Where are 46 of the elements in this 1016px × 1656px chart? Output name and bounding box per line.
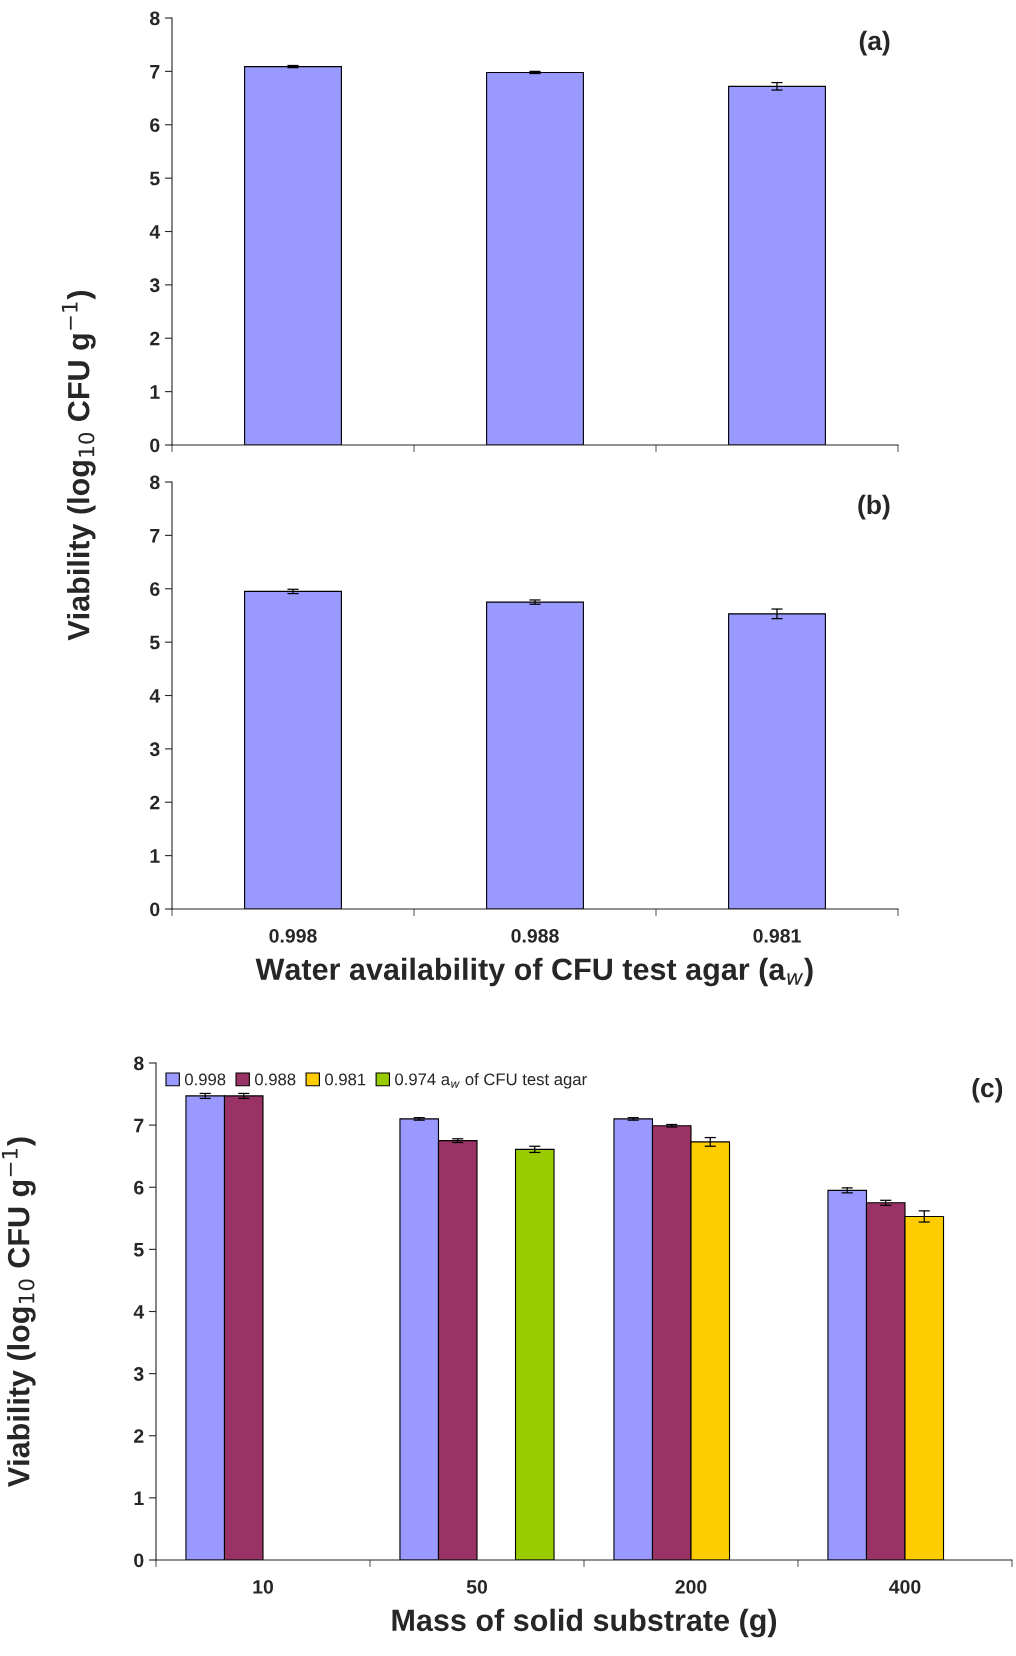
- x-tick-label: 0.988: [511, 928, 559, 943]
- text: (c): [972, 1077, 1003, 1103]
- x-tick-label: 10: [253, 1579, 274, 1594]
- y-tick-label: 1: [150, 849, 160, 863]
- y-tick-label: 6: [150, 582, 160, 596]
- y-tick-label: 8: [134, 1056, 144, 1071]
- y-tick-label: 2: [150, 331, 160, 346]
- bar: [514, 1148, 555, 1560]
- y-tick-label: 5: [149, 171, 160, 186]
- y-axis-title: Viability (log$_{10}$ CFU g$^{−1}$): [1, 1137, 36, 1487]
- y-tick-label: 6: [150, 118, 160, 132]
- y-tick-label: 8: [150, 475, 160, 490]
- y-tick-label: 1: [134, 1491, 144, 1505]
- x-axis-title: Water availability of CFU test agar (a$_{w}$): [255, 957, 813, 987]
- x-axis-title: Mass of solid substrate (g): [392, 1608, 777, 1638]
- chart-title: (a): [859, 30, 890, 56]
- y-tick-label: 4: [133, 1305, 145, 1319]
- y-tick-label: 0: [150, 902, 160, 917]
- y-tick-label: 2: [134, 1429, 144, 1443]
- y-tick-label: 3: [149, 742, 160, 757]
- legend-label: 0.998: [184, 1073, 226, 1086]
- y-tick-label: 3: [133, 1367, 144, 1381]
- y-tick-label: 5: [149, 635, 160, 650]
- x-tick-label: 50: [466, 1579, 488, 1594]
- x-tick-label: 400: [889, 1579, 921, 1594]
- y-tick-label: 0: [134, 1553, 144, 1568]
- y-axis-title: Viability (log$_{10}$ CFU g$^{−1}$): [61, 290, 96, 641]
- y-tick-label: 2: [150, 795, 160, 810]
- x-tick-label: 0.981: [753, 928, 801, 943]
- x-tick-label: 200: [675, 1579, 707, 1594]
- y-tick-label: 8: [150, 11, 160, 26]
- y-tick-label: 3: [149, 278, 160, 293]
- y-tick-label: 5: [133, 1243, 144, 1257]
- chart-title: (b): [858, 494, 890, 520]
- legend-label: 0.974 a$_{w}$ of CFU test agar: [395, 1073, 587, 1089]
- y-tick-label: 7: [150, 529, 160, 543]
- legend-label: 0.981: [325, 1073, 366, 1086]
- y-tick-label: 4: [149, 689, 161, 703]
- x-tick-label: 0.998: [269, 928, 317, 943]
- y-tick-label: 6: [134, 1180, 144, 1195]
- y-tick-label: 1: [150, 385, 160, 399]
- y-tick-label: 7: [134, 1118, 144, 1133]
- legend-label: 0.988: [255, 1073, 296, 1086]
- y-tick-label: 7: [150, 65, 160, 79]
- y-tick-label: 4: [149, 225, 161, 239]
- y-tick-label: 0: [150, 438, 160, 453]
